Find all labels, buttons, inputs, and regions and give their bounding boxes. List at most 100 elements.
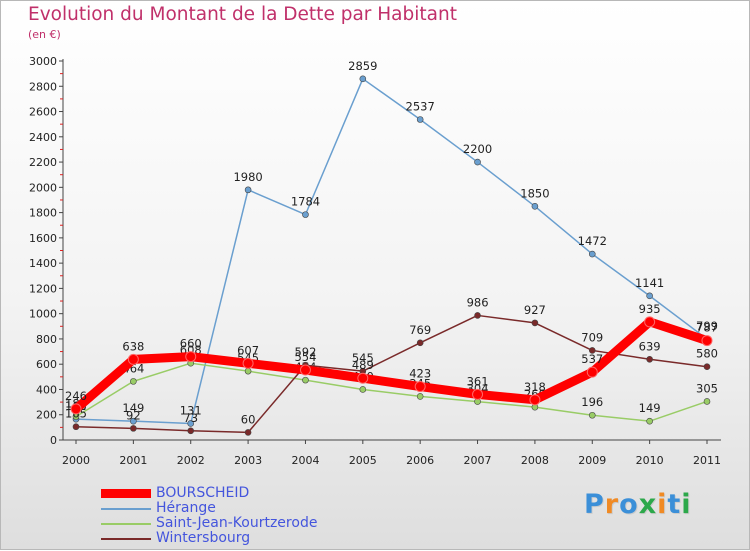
data-label-herange: 131 — [180, 403, 202, 417]
logo-letter: o — [619, 489, 639, 520]
x-tick-label: 2008 — [521, 454, 549, 467]
data-point-bourscheid — [127, 353, 139, 365]
legend-item-boursheid: BOURSCHEID — [101, 485, 361, 501]
data-label-wintersbourg: 986 — [467, 295, 489, 309]
y-tick-label: 2600 — [29, 106, 57, 119]
y-tick-label: 800 — [36, 333, 57, 346]
y-tick-label: 1400 — [29, 257, 57, 270]
data-point-bourscheid — [701, 335, 713, 347]
y-tick-label: 2000 — [29, 181, 57, 194]
legend-item-herange: Hérange — [101, 500, 361, 516]
data-point-herange — [588, 250, 596, 258]
y-tick-label: 2200 — [29, 156, 57, 169]
data-point-saint-jean-kourtzerode — [244, 367, 252, 375]
data-label-wintersbourg: 927 — [524, 303, 546, 317]
data-point-bourscheid — [185, 351, 197, 363]
data-point-saint-jean-kourtzerode — [646, 417, 653, 425]
data-point-wintersbourg — [474, 312, 481, 319]
data-point-herange — [531, 202, 539, 210]
x-tick-label: 2003 — [234, 454, 262, 467]
data-label-wintersbourg: 545 — [352, 351, 374, 365]
legend-item-wintersbourg: Wintersbourg — [101, 530, 361, 546]
data-label-bourscheid: 607 — [237, 343, 259, 357]
logo-letter: P — [584, 489, 605, 520]
data-point-saint-jean-kourtzerode — [302, 376, 309, 384]
data-label-herange: 1980 — [233, 170, 262, 184]
data-point-wintersbourg — [416, 339, 424, 347]
legend-label: Saint-Jean-Kourtzerode — [156, 515, 318, 531]
x-tick-label: 2011 — [693, 454, 721, 467]
x-tick-label: 2000 — [62, 454, 90, 467]
logo-letter: i — [657, 489, 668, 520]
logo-letter: t — [667, 489, 682, 520]
data-label-bourscheid: 246 — [65, 389, 87, 403]
y-tick-label: 2800 — [29, 80, 57, 93]
data-point-bourscheid — [357, 372, 369, 384]
data-point-wintersbourg — [646, 355, 653, 363]
legend-swatch-wintersbourg — [101, 538, 151, 540]
data-point-herange — [244, 186, 252, 194]
proxiti-logo: Proxiti — [584, 489, 692, 520]
y-tick-label: 400 — [36, 383, 57, 396]
data-label-herange: 2859 — [348, 59, 377, 73]
series-line-bourscheid — [71, 317, 712, 414]
data-point-wintersbourg — [72, 423, 80, 431]
data-label-bourscheid: 638 — [122, 339, 144, 353]
data-label-wintersbourg: 73 — [183, 411, 198, 425]
x-tick-label: 2010 — [636, 454, 664, 467]
series-line-saint-jean-kourtzerode — [75, 362, 708, 422]
data-label-saint-jean-kourtzerode: 305 — [696, 381, 718, 395]
data-label-herange: 1141 — [635, 276, 664, 290]
series-line-herange — [75, 78, 708, 425]
x-tick-label: 2007 — [464, 454, 492, 467]
legend-label: Hérange — [156, 500, 216, 516]
data-point-bourscheid — [242, 357, 254, 369]
data-label-saint-jean-kourtzerode: 149 — [639, 401, 661, 415]
chart-subtitle: (en €) — [28, 28, 61, 41]
y-tick-label: 1600 — [29, 232, 57, 245]
data-label-bourscheid: 361 — [467, 374, 489, 388]
data-point-wintersbourg — [187, 427, 195, 435]
y-tick-label: 0 — [50, 434, 57, 447]
data-point-saint-jean-kourtzerode — [703, 398, 711, 405]
y-tick-label: 1000 — [29, 308, 57, 321]
data-point-bourscheid — [586, 366, 598, 378]
data-point-bourscheid — [414, 381, 426, 393]
logo-letter: x — [638, 489, 658, 520]
data-point-herange — [187, 420, 195, 427]
y-tick-label: 2400 — [29, 131, 57, 144]
data-label-herange: 1850 — [520, 186, 549, 200]
data-label-wintersbourg: 592 — [294, 345, 316, 359]
logo-letter: i — [681, 489, 692, 520]
y-tick-label: 200 — [36, 409, 57, 422]
data-label-bourscheid: 787 — [696, 321, 718, 335]
y-tick-label: 600 — [36, 358, 57, 371]
data-point-wintersbourg — [703, 363, 711, 371]
y-tick-label: 1200 — [29, 282, 57, 295]
data-label-herange: 799 — [696, 319, 718, 333]
x-tick-label: 2001 — [119, 454, 147, 467]
data-label-bourscheid: 489 — [352, 358, 374, 372]
legend-swatch-saint-jean-kourtzerode — [101, 523, 151, 525]
x-tick-label: 2006 — [406, 454, 434, 467]
data-point-bourscheid — [529, 394, 541, 406]
data-point-wintersbourg — [244, 429, 252, 436]
y-tick-label: 1800 — [29, 207, 57, 220]
data-label-herange: 1472 — [578, 234, 607, 248]
legend-swatch-boursheid — [101, 489, 151, 498]
data-label-bourscheid: 660 — [180, 337, 202, 351]
legend-item-saint-jean-kourtzerode: Saint-Jean-Kourtzerode — [101, 515, 361, 531]
data-point-herange — [474, 158, 481, 166]
data-point-wintersbourg — [588, 347, 596, 354]
data-point-bourscheid — [644, 316, 656, 328]
logo-letter: r — [604, 489, 620, 520]
data-point-wintersbourg — [531, 319, 539, 327]
legend-swatch-herange — [101, 508, 151, 510]
x-tick-label: 2002 — [177, 454, 205, 467]
data-label-bourscheid: 554 — [294, 350, 316, 364]
series-line-wintersbourg — [75, 314, 708, 434]
data-point-bourscheid — [70, 403, 82, 415]
data-point-bourscheid — [472, 388, 484, 400]
